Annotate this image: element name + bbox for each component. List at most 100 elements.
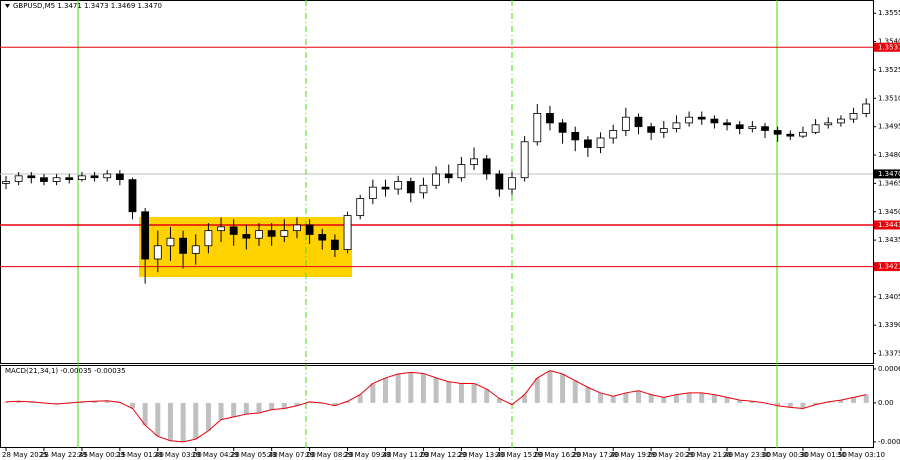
macd-bar <box>231 402 237 417</box>
macd-bar <box>205 402 211 431</box>
macd-bar <box>193 402 199 440</box>
macd-bar <box>433 377 439 403</box>
macd-bar <box>636 390 641 403</box>
macd-bar <box>79 401 85 403</box>
level-label: 1.3443 <box>878 221 900 229</box>
macd-bar <box>522 394 528 403</box>
macd-bar <box>623 392 629 403</box>
macd-bar <box>699 392 705 403</box>
macd-bar <box>130 402 135 409</box>
x-tick-label: 29 May 15:00 <box>495 451 543 459</box>
macd-bar <box>686 392 692 403</box>
macd-bar <box>167 402 173 441</box>
candle-body <box>153 245 162 260</box>
macd-bar <box>851 397 857 403</box>
x-tick-label: 28 May 2025 <box>2 451 48 459</box>
menu-triangle <box>5 4 10 8</box>
y-tick-label: 1.3525 <box>878 66 900 74</box>
y-tick-label: 1.3555 <box>878 9 900 17</box>
level-label-bg <box>874 220 900 230</box>
candle-body <box>368 186 377 199</box>
candle-body <box>444 173 453 179</box>
macd-pane-border <box>0 365 874 448</box>
candle-body <box>267 230 276 237</box>
y-tick-label: 1.3495 <box>878 123 900 131</box>
candle-body <box>596 137 605 148</box>
price-pane-border <box>0 0 874 364</box>
y-tick-label: 1.3540 <box>878 38 900 46</box>
macd-bar <box>28 401 34 403</box>
macd-bar <box>560 374 566 403</box>
candle-body <box>2 181 10 184</box>
macd-bar <box>673 394 679 403</box>
macd-bar <box>724 397 730 403</box>
macd-bar <box>92 401 98 403</box>
candle-body <box>609 130 618 139</box>
x-tick-label: 30 May 01:50 <box>799 451 847 459</box>
macd-bar <box>307 401 313 403</box>
candle-body <box>837 118 845 124</box>
candle-body <box>318 234 327 241</box>
y-tick-label: 0.00061 <box>878 365 900 373</box>
candle-body <box>27 175 36 179</box>
macd-bar <box>294 402 300 406</box>
macd-bar <box>104 400 110 403</box>
x-tick-label: 29 May 00:15 <box>78 451 126 459</box>
candle-body <box>305 224 314 235</box>
x-tick-label: 29 May 03:00 <box>154 451 202 459</box>
x-tick-label: 29 May 20:20 <box>647 451 695 459</box>
candle-body <box>191 245 200 254</box>
candle-body <box>343 215 352 250</box>
x-tick-label: 29 May 01:40 <box>116 451 164 459</box>
candle-body <box>735 124 744 129</box>
candle-body <box>849 113 858 120</box>
macd-bar <box>54 402 60 405</box>
candle-body <box>811 124 820 133</box>
macd-bar <box>572 380 578 403</box>
candle-body <box>406 181 415 194</box>
macd-bar <box>863 394 869 403</box>
macd-bar <box>446 381 452 403</box>
chart-title: GBPUSD,M5 1.3471 1.3473 1.3469 1.3470 <box>13 2 162 10</box>
x-tick-label: 30 May 00:30 <box>761 451 809 459</box>
macd-bar <box>484 389 490 403</box>
y-tick-label: 1.3390 <box>878 321 900 329</box>
macd-bar <box>825 401 831 403</box>
macd-bar <box>800 402 806 409</box>
x-tick-label: 29 May 21:40 <box>685 451 733 459</box>
candle-body <box>330 239 339 250</box>
candle-body <box>470 158 478 165</box>
x-tick-label: 30 May 03:10 <box>837 451 885 459</box>
macd-bar <box>458 383 464 403</box>
macd-bar <box>281 402 287 409</box>
x-tick-label: 29 May 19:00 <box>609 451 657 459</box>
macd-bar <box>534 377 540 403</box>
level-label-bg <box>874 262 900 272</box>
candle-body <box>533 113 542 143</box>
level-label: 1.3470 <box>878 170 900 178</box>
candle-body <box>128 179 137 213</box>
y-tick-label: 1.3465 <box>878 179 900 187</box>
candle-body <box>508 177 516 190</box>
macd-bar <box>509 402 515 405</box>
x-tick-label: 29 May 07:00 <box>268 451 316 459</box>
candle-body <box>242 234 251 239</box>
macd-bar <box>256 402 262 413</box>
candle-body <box>571 131 580 141</box>
macd-bar <box>269 402 275 410</box>
candle-body <box>179 237 188 254</box>
candle-body <box>546 113 554 124</box>
macd-bar <box>332 402 338 406</box>
y-tick-label: 1.3480 <box>878 151 900 159</box>
candle-body <box>381 186 390 190</box>
x-tick-label: 29 May 12:20 <box>419 451 467 459</box>
y-tick-label: 1.3405 <box>878 293 900 301</box>
macd-bar <box>585 387 591 403</box>
macd-bar <box>648 394 654 403</box>
candle-body <box>723 122 731 126</box>
x-tick-label: 29 May 23:00 <box>723 451 771 459</box>
signal-line <box>5 370 867 443</box>
x-tick-label: 29 May 04:20 <box>192 451 240 459</box>
